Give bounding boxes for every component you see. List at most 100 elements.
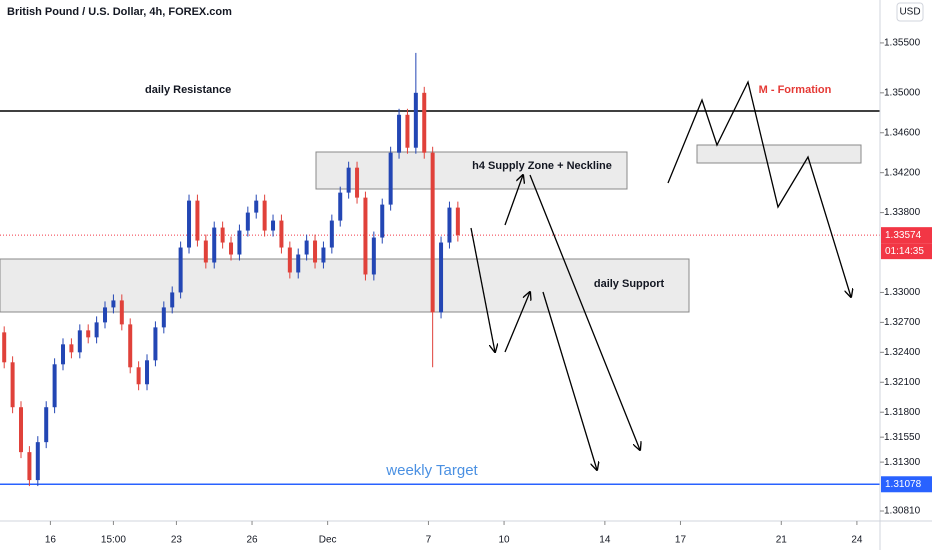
candle-body	[455, 207, 460, 236]
candle-body	[170, 292, 175, 308]
annotation: h4 Supply Zone + Neckline	[472, 160, 612, 172]
x-tick-label: 24	[851, 535, 863, 546]
y-tick-label: 1.33000	[884, 287, 921, 298]
y-tick-label: 1.31800	[884, 407, 921, 418]
candle-body	[212, 227, 217, 263]
candle-body	[371, 237, 376, 275]
y-tick-label: 1.34200	[884, 167, 921, 178]
price-label-box	[881, 227, 932, 244]
candle-body	[77, 330, 82, 353]
candle-body	[363, 197, 368, 275]
candle-body	[178, 247, 183, 293]
candle-body	[439, 242, 444, 313]
currency-button[interactable]	[896, 2, 924, 22]
candle-body	[27, 452, 32, 481]
candle-body	[346, 167, 351, 193]
candle-body	[313, 240, 318, 263]
y-tick-label: 1.31300	[884, 457, 921, 468]
arrow	[470, 227, 495, 352]
x-tick-label: 26	[246, 535, 258, 546]
x-tick-label: 21	[776, 535, 788, 546]
y-tick-label: 1.35000	[884, 87, 921, 98]
candle-body	[321, 247, 326, 263]
neckline-zone	[696, 144, 862, 164]
candle-body	[380, 204, 385, 238]
candle-body	[52, 364, 57, 408]
candle-body	[237, 230, 242, 255]
candle-body	[262, 200, 267, 231]
candle-body	[355, 167, 360, 198]
arrow	[542, 291, 597, 470]
x-tick-label: 23	[171, 535, 183, 546]
m-formation-arrow	[667, 80, 851, 297]
arrow	[529, 174, 640, 450]
annotation: M - Formation	[759, 84, 832, 96]
candle-body	[2, 332, 7, 363]
candle-body	[19, 407, 24, 453]
candle-body	[413, 92, 418, 148]
x-tick-label: Dec	[319, 535, 337, 546]
candle-body	[271, 220, 276, 231]
candle-body	[145, 360, 150, 385]
candle-body	[69, 344, 74, 353]
candle-body	[254, 200, 259, 213]
y-tick-label: 1.32400	[884, 347, 921, 358]
price-axis	[880, 0, 932, 550]
candle-body	[245, 212, 250, 231]
candle-body	[94, 322, 99, 338]
candle-body	[287, 247, 292, 273]
candle-body	[187, 200, 192, 248]
chart-title: British Pound / U.S. Dollar, 4h, FOREX.c…	[7, 6, 232, 18]
candle-body	[86, 330, 91, 338]
y-tick-label: 1.35500	[884, 38, 921, 49]
countdown: 01:14:35	[885, 246, 924, 257]
y-tick-label: 1.33800	[884, 207, 921, 218]
candle-body	[229, 242, 234, 255]
price-label-box	[881, 476, 932, 493]
candle-body	[397, 114, 402, 153]
candle-body	[422, 92, 427, 153]
candle-body	[195, 200, 200, 241]
candle-body	[44, 407, 49, 443]
currency[interactable]: USD	[899, 7, 920, 18]
candle-body	[10, 362, 15, 408]
annotation: daily Resistance	[145, 84, 231, 96]
x-tick-label: 17	[675, 535, 687, 546]
candle-body	[220, 227, 225, 243]
candle-body	[430, 152, 435, 313]
y-tick-label: 1.32100	[884, 377, 921, 388]
y-tick-label: 1.30810	[884, 506, 921, 517]
supply-zone	[315, 151, 628, 190]
x-tick-label: 15:00	[101, 535, 126, 546]
x-tick-label: 16	[45, 535, 57, 546]
candle-body	[447, 207, 452, 243]
y-tick-label: 1.32700	[884, 317, 921, 328]
candle-body	[111, 300, 116, 308]
x-tick-label: 14	[599, 535, 611, 546]
arrow	[504, 292, 530, 353]
x-tick-label: 10	[498, 535, 510, 546]
y-tick-label: 1.34600	[884, 127, 921, 138]
candle-body	[388, 152, 393, 205]
candle-body	[153, 327, 158, 361]
support-zone	[0, 258, 690, 313]
candle-body	[103, 307, 108, 323]
candle-body	[296, 254, 301, 273]
y-tick-label: 1.31550	[884, 432, 921, 443]
candle-body	[61, 344, 66, 365]
candle-body	[405, 114, 410, 148]
price-label: 1.33574	[885, 230, 922, 241]
candle-body	[161, 307, 166, 328]
candle-body	[35, 442, 40, 481]
candle-body	[119, 300, 124, 325]
x-tick-label: 7	[426, 535, 432, 546]
candle-body	[203, 240, 208, 263]
countdown-box	[881, 243, 932, 260]
candle-body	[329, 220, 334, 248]
candle-body	[128, 324, 133, 368]
annotation: weekly Target	[385, 462, 478, 479]
candle-body	[338, 192, 343, 221]
candle-body	[279, 220, 284, 248]
